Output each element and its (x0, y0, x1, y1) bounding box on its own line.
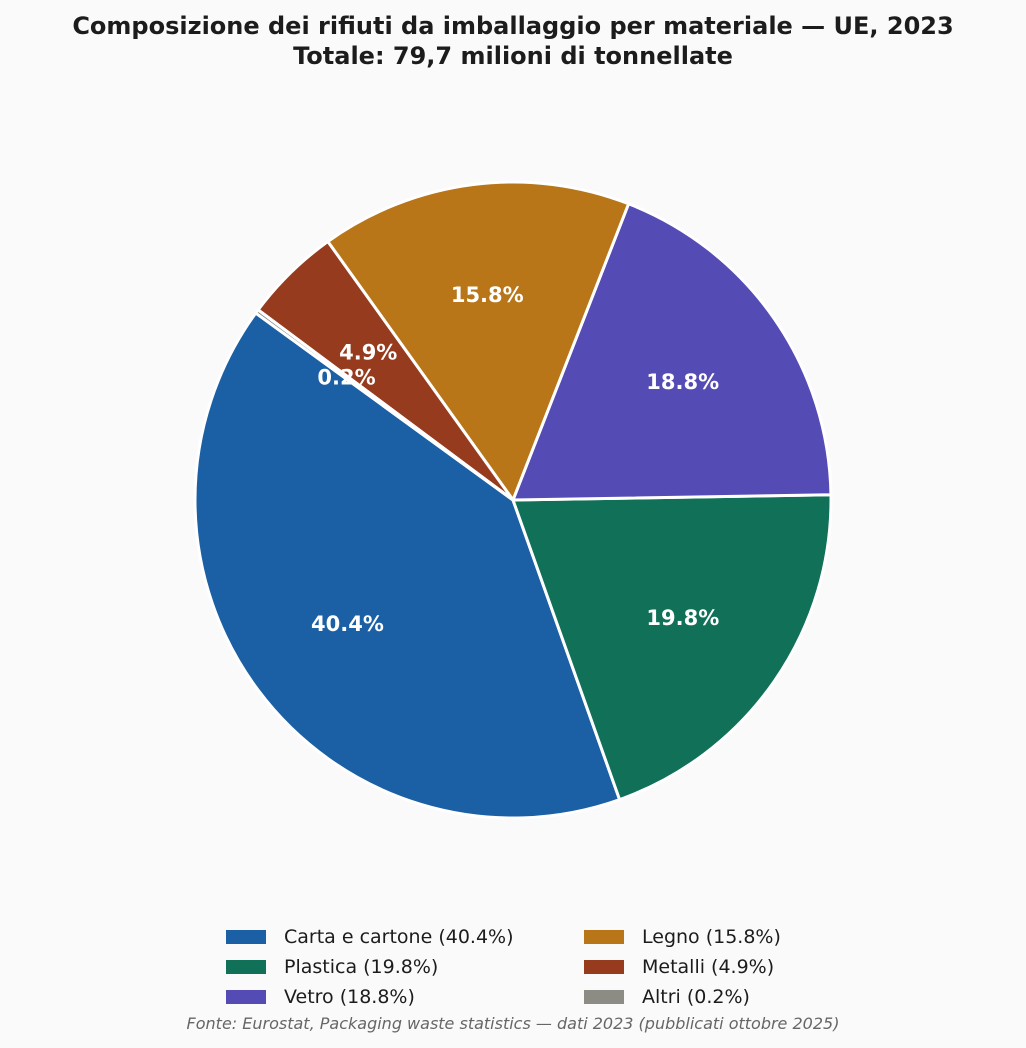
legend-item-legno: Legno (15.8%) (584, 922, 824, 952)
legend-label: Plastica (19.8%) (284, 956, 439, 978)
chart-title: Composizione dei rifiuti da imballaggio … (72, 12, 954, 40)
legend-swatch (584, 930, 624, 944)
pie-slice-vetro (511, 202, 833, 502)
legend-label: Legno (15.8%) (642, 926, 781, 948)
pie-value-label: 15.8% (451, 283, 524, 307)
pie-value-label: 18.8% (646, 370, 719, 394)
legend-item-altri: Altri (0.2%) (584, 982, 824, 1012)
legend-item-carta: Carta e cartone (40.4%) (226, 922, 584, 952)
pie-labels: 40.4% 19.8% 18.8% 15.8% 4.9%0.2% (311, 283, 719, 636)
pie-slices (193, 180, 833, 820)
legend-swatch (584, 960, 624, 974)
legend-label: Altri (0.2%) (642, 986, 750, 1008)
chart-subtitle: Totale: 79,7 milioni di tonnellate (293, 42, 733, 70)
pie-value-label: 19.8% (646, 606, 719, 630)
source-note: Fonte: Eurostat, Packaging waste statist… (186, 1014, 840, 1033)
legend-item-metalli: Metalli (4.9%) (584, 952, 824, 982)
legend-swatch (226, 930, 266, 944)
pie-value-label: 40.4% (311, 612, 384, 636)
pie-slice-altri (254, 308, 515, 502)
pie-value-label: 0.2% (317, 365, 375, 389)
legend-label: Carta e cartone (40.4%) (284, 926, 514, 948)
pie-value-label: 4.9% (339, 340, 397, 364)
legend-swatch (226, 990, 266, 1004)
pie-slice-plastica (511, 493, 833, 802)
legend-label: Vetro (18.8%) (284, 986, 415, 1008)
legend-label: Metalli (4.9%) (642, 956, 775, 978)
legend-item-plastica: Plastica (19.8%) (226, 952, 584, 982)
legend-item-vetro: Vetro (18.8%) (226, 982, 584, 1012)
legend-swatch (584, 990, 624, 1004)
pie-slice-carta-e-cartone (193, 311, 622, 820)
pie-slice-legno (326, 180, 631, 502)
legend-swatch (226, 960, 266, 974)
legend: Carta e cartone (40.4%) Legno (15.8%) Pl… (226, 922, 824, 1012)
